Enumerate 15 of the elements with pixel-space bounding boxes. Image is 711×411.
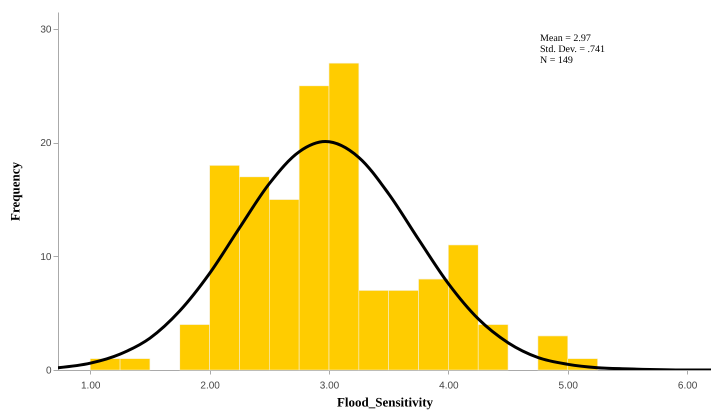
y-axis-title: Frequency: [7, 162, 22, 221]
annotation: Std. Dev. = .741: [540, 44, 605, 55]
y-tick-label: 10: [40, 252, 52, 263]
x-tick-label: 3.00: [320, 380, 340, 392]
y-tick-label: 20: [40, 138, 52, 150]
x-tick-label: 5.00: [558, 380, 578, 392]
y-tick-label: 0: [46, 366, 52, 376]
annotation: Mean = 2.97: [540, 33, 591, 44]
x-axis-title: Flood_Sensitivity: [336, 394, 434, 410]
x-tick-label: 6.00: [678, 380, 698, 392]
x-tick-label: 2.00: [200, 380, 220, 392]
x-tick-label: 1.00: [81, 380, 101, 392]
y-tick-label: 30: [40, 24, 52, 36]
x-tick-label: 4.00: [439, 380, 460, 392]
annotation: N = 149: [540, 55, 573, 66]
